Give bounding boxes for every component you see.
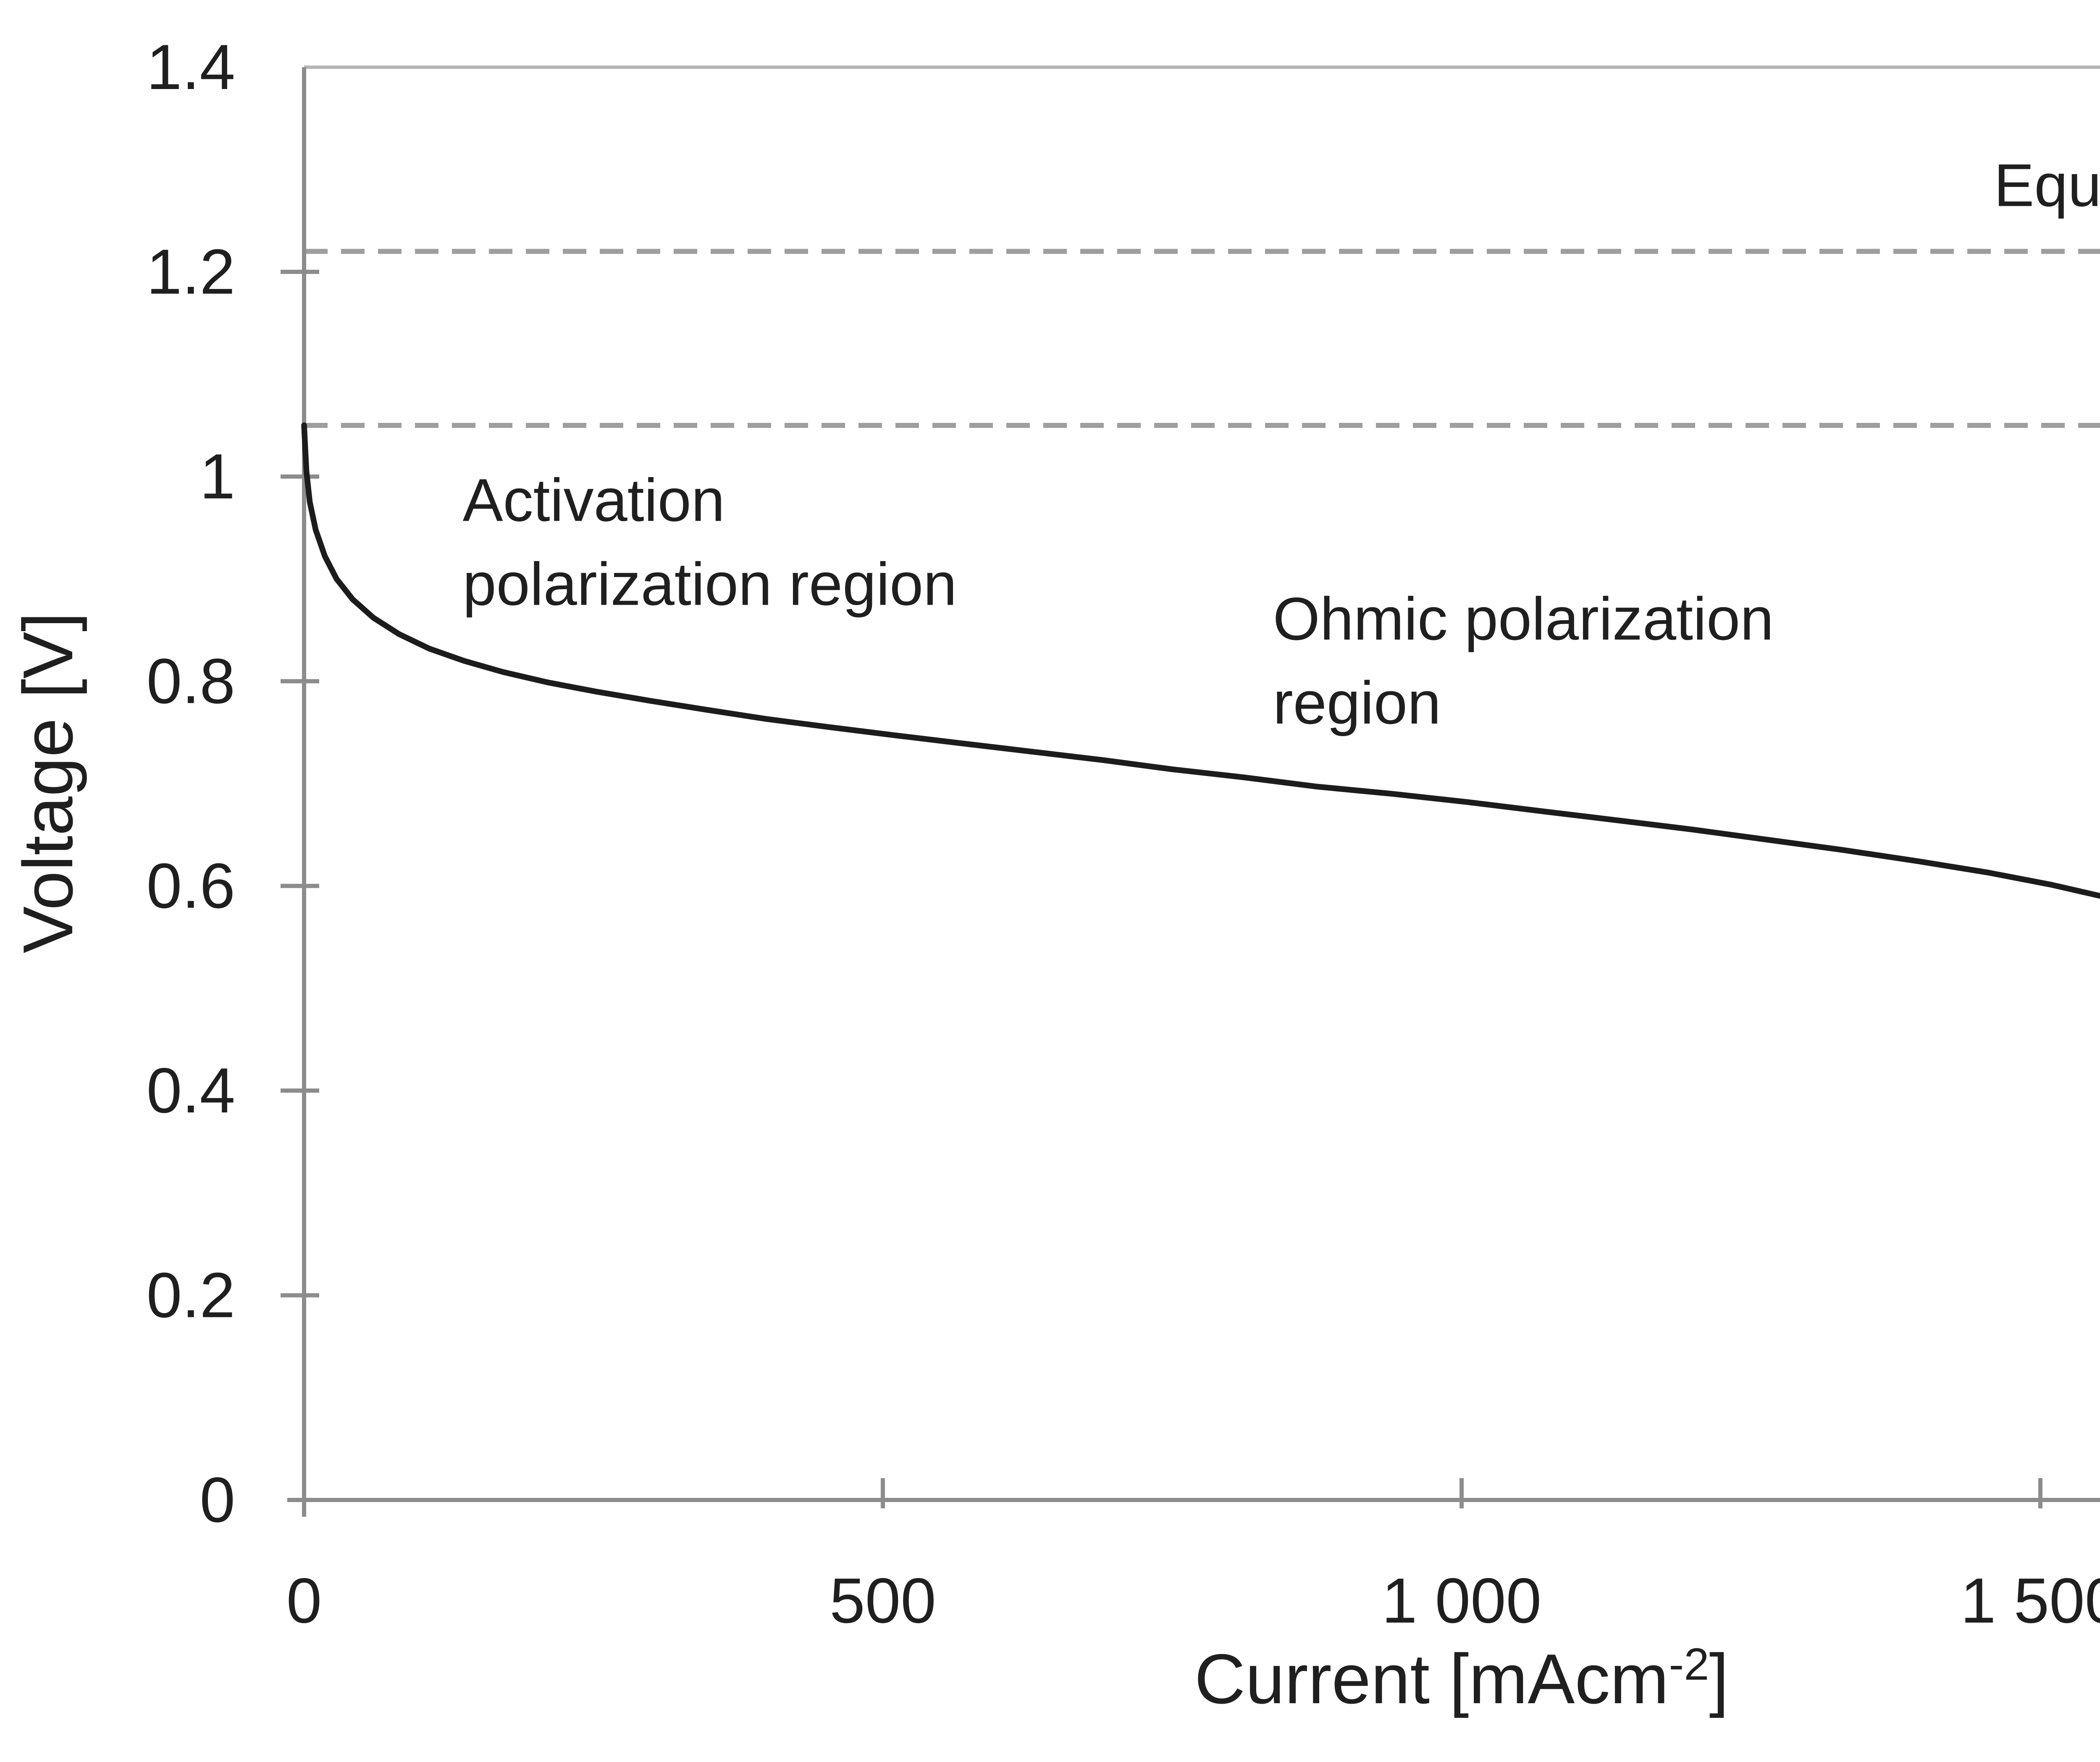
x-tick-label: 1 500 [1961,1565,2100,1636]
axes [287,67,2100,1517]
y-tick-label: 0.8 [147,645,235,717]
x-axis-title: Current [mAcm-2] [1194,1639,1729,1718]
activation-region-label: polarization region [463,550,957,618]
y-tick-label: 0 [200,1464,235,1536]
reference-lines: Equilibrium potentialActual potential [304,152,2100,428]
y-tick-label: 0.2 [147,1260,235,1331]
annotations: Activation polarization region Ohmic polar… [463,466,1774,737]
y-tick-label: 1.4 [147,31,235,103]
y-tick-label: 0.6 [147,850,235,922]
activation-region-label: Activation [463,466,725,534]
ohmic-region-label: region [1273,669,1441,737]
axis-titles: Voltage [V] Current [mAcm-2] [8,612,1729,1718]
polarization-curve [301,422,2100,899]
data-series [301,422,2100,899]
y-tick-label: 0.4 [147,1055,235,1126]
x-tick-label: 1 000 [1382,1565,1541,1636]
equilibrium-potential-label: Equilibrium potential [1994,152,2100,219]
y-tick-label: 1.2 [147,236,235,307]
plot-borders [304,66,2100,69]
y-tick-label: 1 [200,441,235,512]
x-tick-label: 0 [286,1565,322,1636]
y-axis-title: Voltage [V] [8,612,87,954]
x-tick-label: 500 [830,1565,936,1636]
ohmic-region-label: Ohmic polarization [1273,585,1774,653]
